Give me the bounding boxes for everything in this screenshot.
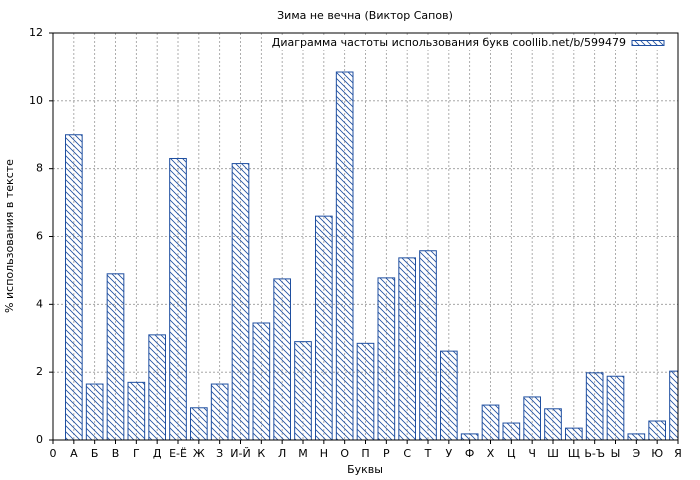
x-tick-label: Л [278, 447, 286, 460]
legend-label: Диаграмма частоты использования букв coo… [272, 36, 626, 49]
bar [148, 334, 166, 440]
x-tick-label: Е-Ё [169, 447, 187, 460]
bar [231, 163, 250, 440]
y-axis-label: % использования в тексте [3, 159, 16, 313]
bar [565, 427, 583, 440]
x-tick-label: Б [91, 447, 99, 460]
bar [419, 250, 437, 440]
y-tick-label: 2 [36, 365, 43, 378]
bar [544, 408, 562, 440]
bar [377, 277, 396, 440]
bar [335, 71, 354, 440]
x-tick-label: Ф [465, 447, 474, 460]
bar [502, 422, 521, 440]
bar [356, 342, 375, 440]
bar [606, 375, 625, 440]
bar [169, 157, 187, 440]
bar [315, 215, 333, 440]
bar [127, 381, 146, 440]
x-tick-label: С [403, 447, 411, 460]
y-tick-label: 4 [36, 297, 43, 310]
plot-frame [52, 32, 679, 441]
x-tick-label: Ш [547, 447, 559, 460]
x-tick-label: Т [424, 447, 432, 460]
x-tick-label: Х [487, 447, 495, 460]
x-tick-label: Г [133, 447, 140, 460]
bar [585, 372, 604, 440]
bar [252, 322, 271, 440]
bar [481, 404, 500, 440]
x-tick-label: Ь-Ъ [584, 447, 605, 460]
x-tick-label: В [112, 447, 120, 460]
x-tick-label: З [216, 447, 223, 460]
x-tick-label: И-Й [230, 447, 250, 460]
x-tick-label: Р [383, 447, 390, 460]
x-tick-label: Э [632, 447, 640, 460]
x-tick-label: 0 [50, 447, 57, 460]
x-tick-label: У [445, 447, 452, 460]
x-tick-label: А [70, 447, 78, 460]
bar [648, 420, 666, 440]
x-tick-label: Ч [528, 447, 536, 460]
x-tick-label: Я [674, 447, 682, 460]
x-tick-label: П [361, 447, 369, 460]
bar [669, 370, 678, 440]
chart-title: Зима не вечна (Виктор Сапов) [277, 9, 453, 22]
bar [106, 273, 125, 440]
x-tick-label: О [340, 447, 349, 460]
bar [523, 396, 541, 440]
bar [65, 134, 83, 440]
x-tick-label: Н [320, 447, 328, 460]
x-tick-label: Ж [193, 447, 205, 460]
x-axis-label: Буквы [347, 463, 383, 476]
bar [85, 383, 104, 440]
bar [460, 433, 479, 440]
bar [294, 341, 312, 440]
legend-swatch [631, 40, 665, 46]
bar [210, 383, 229, 440]
legend-background [267, 36, 670, 50]
x-tick-label: К [257, 447, 265, 460]
x-tick-label: Ю [651, 447, 663, 460]
x-tick-label: Ы [611, 447, 621, 460]
y-tick-label: 6 [36, 230, 43, 243]
y-tick-label: 10 [29, 94, 43, 107]
bar [627, 433, 646, 440]
y-tick-label: 0 [36, 433, 43, 446]
bar [440, 350, 458, 440]
bar [398, 257, 417, 440]
x-tick-label: Щ [568, 447, 580, 460]
x-tick-label: Ц [507, 447, 516, 460]
y-tick-label: 12 [29, 26, 43, 39]
bar [190, 407, 208, 440]
bar [273, 278, 292, 440]
x-tick-label: Д [153, 447, 162, 460]
x-tick-label: М [298, 447, 308, 460]
y-tick-label: 8 [36, 162, 43, 175]
